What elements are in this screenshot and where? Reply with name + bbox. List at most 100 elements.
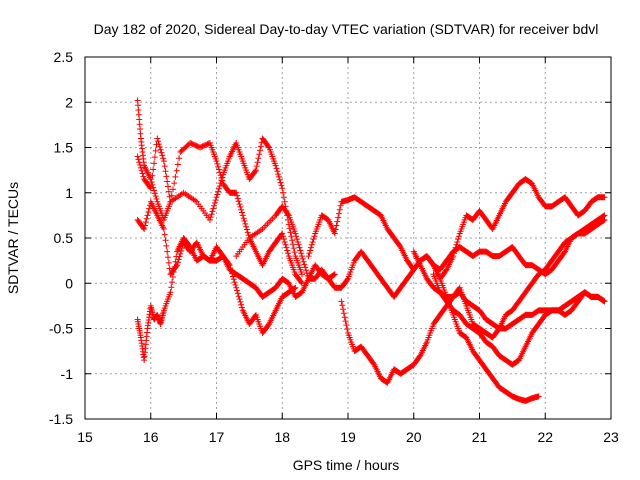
x-tick-label: 15 — [77, 429, 93, 445]
data-point — [159, 152, 166, 159]
data-point — [290, 245, 297, 252]
data-point — [275, 171, 282, 178]
data-point — [276, 176, 283, 183]
data-point — [307, 247, 314, 254]
data-point — [281, 238, 288, 245]
data-point — [535, 393, 542, 400]
data-point — [161, 163, 168, 170]
data-point — [295, 241, 302, 248]
data-point — [152, 147, 159, 154]
data-point — [298, 271, 305, 278]
data-point — [211, 199, 218, 206]
x-tick-label: 22 — [537, 429, 553, 445]
data-point — [162, 237, 169, 244]
data-point — [332, 226, 339, 233]
data-point — [174, 161, 181, 168]
data-point — [152, 193, 159, 200]
data-point — [164, 178, 171, 185]
data-point — [139, 170, 146, 177]
data-point — [157, 146, 164, 153]
data-point — [165, 259, 172, 266]
data-point — [215, 163, 222, 170]
data-point — [173, 253, 180, 260]
data-point — [236, 296, 243, 303]
data-point — [265, 143, 272, 150]
data-point — [151, 160, 158, 167]
data-point — [213, 194, 220, 201]
data-point — [333, 222, 340, 229]
data-point — [282, 241, 289, 248]
data-point — [141, 225, 148, 232]
data-point — [229, 273, 236, 280]
data-point — [231, 279, 238, 286]
data-point — [331, 230, 338, 237]
data-point — [285, 211, 292, 218]
data-point — [277, 179, 284, 186]
y-tick-label: -0.5 — [49, 321, 73, 337]
y-tick-label: 0.5 — [54, 230, 74, 246]
data-point — [454, 238, 461, 245]
data-point — [252, 168, 259, 175]
y-tick-label: 1.5 — [54, 140, 74, 156]
data-point — [226, 262, 233, 269]
y-axis-label: SDTVAR / TECUs — [5, 182, 21, 294]
data-point — [237, 203, 244, 210]
data-point — [339, 302, 346, 309]
data-point — [298, 250, 305, 257]
x-tick-label: 19 — [340, 429, 356, 445]
data-point — [230, 276, 237, 283]
x-tick-label: 17 — [209, 429, 225, 445]
data-point — [171, 263, 178, 270]
data-point — [289, 241, 296, 248]
data-point — [600, 297, 607, 304]
data-point — [298, 280, 305, 287]
plot-frame — [84, 56, 612, 420]
data-point — [331, 271, 338, 278]
data-point — [298, 253, 305, 260]
data-point — [216, 182, 223, 189]
data-point — [303, 270, 310, 277]
data-point — [214, 191, 221, 198]
data-point — [272, 162, 279, 169]
data-point — [344, 326, 351, 333]
data-point — [291, 285, 298, 292]
data-point — [209, 208, 216, 215]
data-point — [343, 322, 350, 329]
data-point — [255, 155, 262, 162]
data-point — [211, 202, 218, 209]
y-tick-label: 2.5 — [54, 49, 74, 65]
data-point — [292, 284, 299, 291]
data-point — [236, 201, 243, 208]
y-tick-label: -1 — [61, 366, 74, 382]
y-tick-labels: -1.5 -1 -0.5 0 0.5 1 1.5 2 2.5 — [49, 49, 73, 427]
data-point — [169, 274, 176, 281]
data-point — [334, 218, 341, 225]
data-point — [241, 218, 248, 225]
data-point — [601, 194, 608, 201]
data-point — [164, 248, 171, 255]
data-point — [338, 298, 345, 305]
data-point — [336, 206, 343, 213]
data-point — [163, 173, 170, 180]
data-point — [280, 189, 287, 196]
data-point — [238, 206, 245, 213]
series-track-10 — [430, 216, 608, 278]
data-point — [235, 198, 242, 205]
data-point — [144, 212, 151, 219]
data-point — [165, 183, 172, 190]
data-point — [140, 173, 147, 180]
data-point — [149, 172, 156, 179]
x-tick-label: 20 — [406, 429, 422, 445]
data-point — [308, 244, 315, 251]
data-point — [233, 284, 240, 291]
series-track-9 — [410, 248, 608, 332]
data-point — [167, 289, 174, 296]
data-point — [228, 267, 235, 274]
data-point — [177, 250, 184, 257]
data-point — [301, 261, 308, 268]
x-axis-label: GPS time / hours — [293, 457, 400, 473]
y-tick-label: 0 — [65, 275, 73, 291]
data-point — [335, 214, 342, 221]
